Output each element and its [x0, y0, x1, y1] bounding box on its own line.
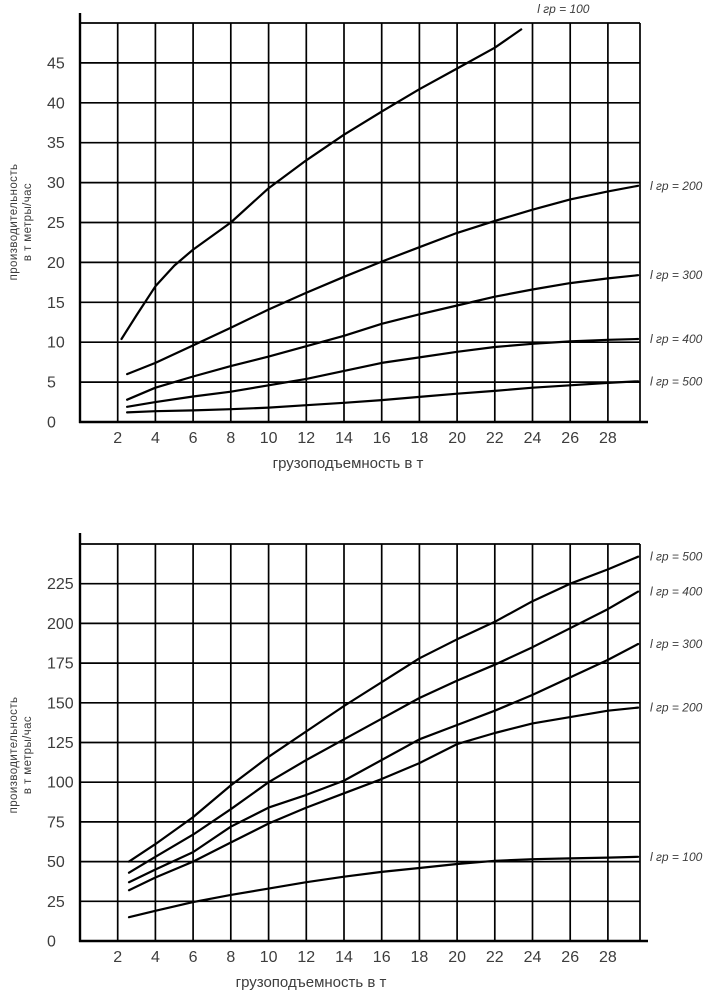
x-tick-label: 2 — [113, 949, 122, 966]
x-tick-label: 24 — [524, 430, 542, 447]
curve-label-bottom-lgr-100: l гр = 100 — [650, 850, 703, 864]
x-tick-label: 14 — [335, 949, 353, 966]
curve-top-lgr-300 — [126, 274, 640, 401]
curve-label-top-lgr-200: l гр = 200 — [650, 179, 703, 193]
curve-label-bottom-lgr-400: l гр = 400 — [650, 585, 703, 599]
x-tick-label: 16 — [373, 430, 391, 447]
curve-bottom-lgr-300 — [127, 642, 640, 884]
curve-label-bottom-lgr-500: l гр = 500 — [650, 550, 703, 564]
y-axis-title-top-line1: производительность — [8, 164, 20, 281]
x-tick-label: 4 — [151, 949, 160, 966]
x-tick-label: 22 — [486, 430, 504, 447]
y-tick-label: 0 — [47, 934, 56, 951]
x-tick-label: 4 — [151, 430, 160, 447]
curve-label-top-lgr-100: l гр = 100 — [537, 2, 590, 16]
y-tick-label: 100 — [47, 775, 74, 792]
curve-top-lgr-500 — [126, 380, 640, 414]
x-tick-label: 6 — [189, 949, 198, 966]
y-axis-title-bottom-line2: в т метры/час — [22, 716, 34, 794]
y-tick-label: 200 — [47, 616, 74, 633]
x-tick-label: 12 — [297, 430, 315, 447]
curve-bottom-lgr-400 — [127, 590, 640, 874]
x-tick-label: 20 — [448, 949, 466, 966]
x-tick-label: 14 — [335, 430, 353, 447]
y-axis-title-bottom-line1: производительность — [8, 697, 20, 814]
y-tick-label: 25 — [47, 894, 65, 911]
y-tick-label: 35 — [47, 135, 65, 152]
x-axis-title-bottom: грузоподъемность в т — [236, 974, 387, 991]
curve-bottom-lgr-200 — [127, 706, 640, 892]
y-tick-label: 75 — [47, 814, 65, 831]
y-tick-label: 15 — [47, 295, 65, 312]
curve-bottom-lgr-100 — [127, 855, 640, 919]
x-tick-label: 6 — [189, 430, 198, 447]
curve-label-top-lgr-500: l гр = 500 — [650, 374, 703, 388]
y-tick-label: 20 — [47, 255, 65, 272]
x-tick-label: 18 — [411, 949, 429, 966]
x-axis-title-top: грузоподъемность в т — [273, 455, 424, 472]
x-tick-label: 10 — [260, 430, 278, 447]
y-tick-label: 5 — [47, 375, 56, 392]
y-tick-label: 25 — [47, 215, 65, 232]
x-tick-label: 26 — [561, 949, 579, 966]
curve-bottom-lgr-500 — [127, 555, 640, 863]
x-tick-label: 26 — [561, 430, 579, 447]
x-tick-label: 28 — [599, 430, 617, 447]
x-tick-label: 28 — [599, 949, 617, 966]
x-tick-label: 20 — [448, 430, 466, 447]
curve-label-bottom-lgr-300: l гр = 300 — [650, 637, 703, 651]
x-tick-label: 8 — [226, 949, 235, 966]
y-tick-label: 150 — [47, 695, 74, 712]
y-tick-label: 0 — [47, 415, 56, 432]
y-tick-label: 125 — [47, 735, 74, 752]
y-tick-label: 50 — [47, 854, 65, 871]
curve-label-top-lgr-300: l гр = 300 — [650, 268, 703, 282]
y-tick-label: 225 — [47, 576, 74, 593]
x-tick-label: 24 — [524, 949, 542, 966]
x-tick-label: 22 — [486, 949, 504, 966]
y-tick-label: 40 — [47, 95, 65, 112]
x-tick-label: 18 — [411, 430, 429, 447]
x-tick-label: 16 — [373, 949, 391, 966]
x-tick-label: 10 — [260, 949, 278, 966]
curve-label-bottom-lgr-200: l гр = 200 — [650, 701, 703, 715]
curve-label-top-lgr-400: l гр = 400 — [650, 332, 703, 346]
x-tick-label: 8 — [226, 430, 235, 447]
y-axis-title-top-line2: в т метры/час — [22, 183, 34, 261]
x-tick-label: 2 — [113, 430, 122, 447]
y-tick-label: 30 — [47, 175, 65, 192]
x-tick-label: 12 — [297, 949, 315, 966]
y-tick-label: 10 — [47, 335, 65, 352]
y-tick-label: 45 — [47, 55, 65, 72]
curve-top-lgr-200 — [126, 184, 640, 376]
y-tick-label: 175 — [47, 656, 74, 673]
curve-top-lgr-100 — [120, 28, 523, 341]
curve-top-lgr-400 — [126, 337, 640, 408]
